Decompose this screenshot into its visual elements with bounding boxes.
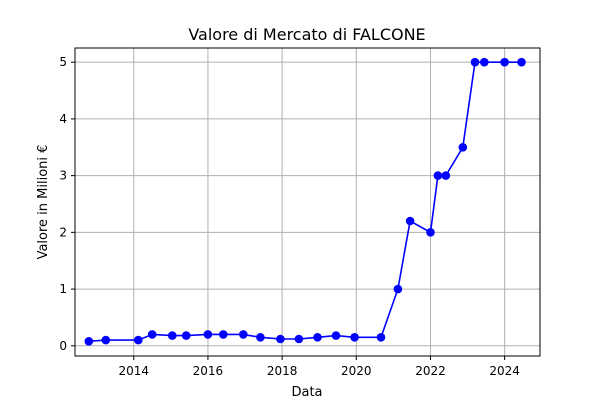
data-point [134,335,143,345]
data-point [405,216,415,226]
data-point [500,57,509,67]
data-point [84,337,94,346]
x-tick-label: 2014 [118,364,149,378]
x-tick-label: 2020 [341,364,372,378]
data-point [426,228,435,237]
data-point [101,335,111,345]
data-point [276,334,285,344]
data-point [458,143,468,152]
y-tick-label: 3 [59,169,67,183]
y-tick-label: 4 [59,112,67,126]
data-point [470,57,480,67]
data-point [433,171,443,180]
data-point [517,57,526,67]
x-tick-label: 2016 [193,364,224,378]
y-axis-label: Valore in Milioni € [36,145,51,260]
y-tick-label: 0 [59,339,67,353]
x-tick-label: 2022 [415,364,446,378]
data-point [313,333,322,342]
data-point [376,333,386,342]
data-point [441,171,451,180]
data-point [203,330,213,339]
x-tick-label: 2024 [489,364,520,378]
data-point [168,331,177,340]
data-point [350,333,359,342]
data-point [181,331,191,340]
data-point [147,330,157,339]
data-point [480,57,489,67]
x-tick-label: 2018 [267,364,298,378]
y-tick-label: 1 [59,282,67,296]
y-tick-label: 5 [59,55,67,69]
series-group [84,57,526,346]
data-point [331,331,341,340]
data-point [294,334,304,344]
axis-ticks: 2014 2016 2018 2020 2022 2024 0 1 2 3 4 5 [59,55,520,378]
chart-title: Valore di Mercato di FALCONE [188,25,425,44]
data-point [393,284,403,294]
grid [75,48,540,356]
x-axis-label: Data [291,385,322,400]
y-tick-label: 2 [59,225,67,239]
data-point [256,333,265,342]
data-point [239,330,248,339]
data-point [219,330,228,339]
plot-frame [74,47,541,357]
